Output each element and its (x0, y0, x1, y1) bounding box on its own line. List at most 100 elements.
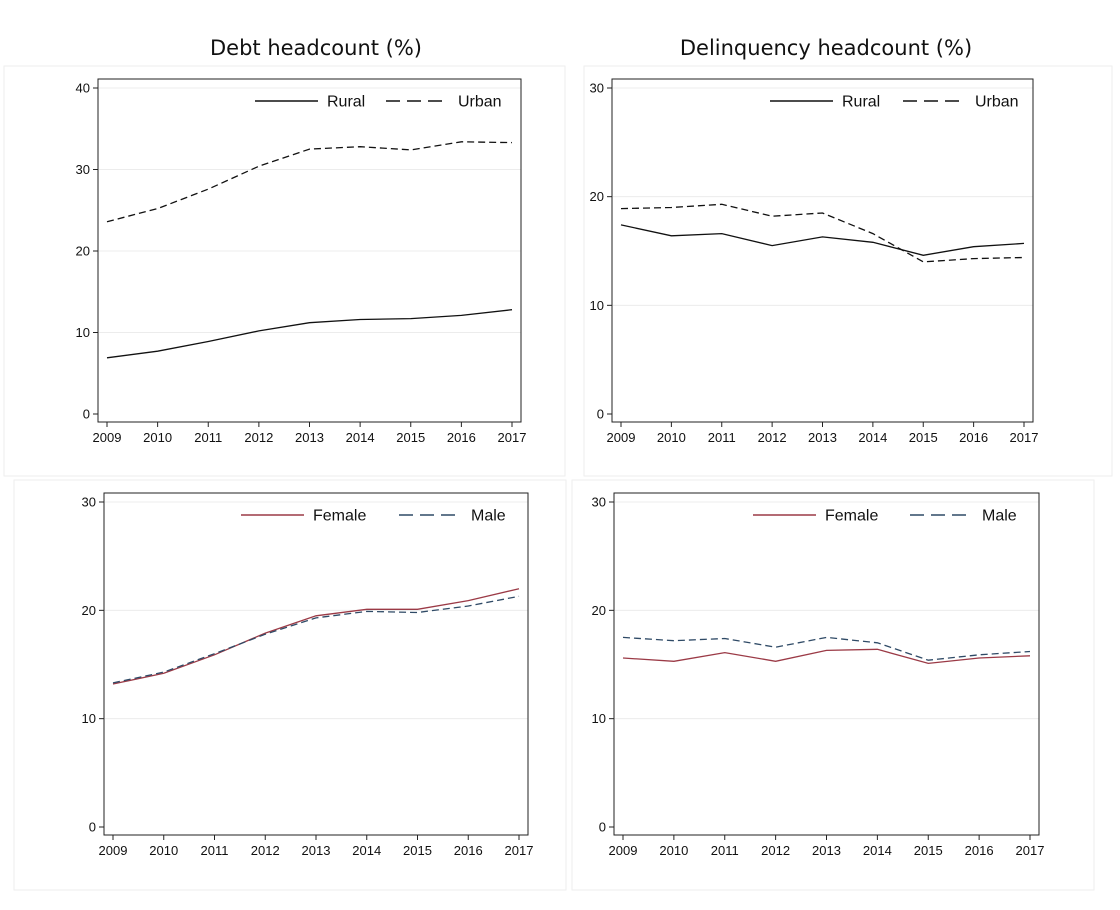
x-tick-label: 2017 (1010, 430, 1039, 445)
data-point-urban (410, 149, 412, 151)
legend-label-urban: Urban (975, 94, 1019, 111)
data-point-rural (922, 254, 924, 256)
chart-panel-4: 0 10 20 30 2009 2010 2011 2012 2013 2014 2015 2016 2… (571, 479, 1095, 891)
plot-area (103, 492, 529, 836)
x-tick-label: 2016 (447, 430, 476, 445)
y-tick-label: 0 (83, 407, 90, 422)
data-point-male (213, 652, 215, 654)
x-tick-label: 2014 (346, 430, 375, 445)
x-tick-label: 2014 (352, 843, 381, 858)
data-point-rural (620, 224, 622, 226)
data-point-rural (258, 330, 260, 332)
panel-frame (571, 479, 1095, 891)
data-point-female (673, 660, 675, 662)
data-point-male (315, 617, 317, 619)
series-line-female (622, 648, 1031, 665)
x-tick-label: 2011 (711, 843, 739, 858)
data-point-rural (106, 357, 108, 359)
data-point-male (366, 610, 368, 612)
data-point-urban (721, 203, 723, 205)
data-point-male (673, 639, 675, 641)
series-line-male (622, 636, 1031, 661)
x-tick-label: 2011 (708, 430, 736, 445)
y-tick-label: 30 (592, 495, 606, 510)
x-tick-label: 2015 (909, 430, 938, 445)
data-point-male (825, 636, 827, 638)
x-tick-label: 2016 (959, 430, 988, 445)
x-tick-label: 2013 (808, 430, 837, 445)
x-tick-label: 2010 (143, 430, 172, 445)
data-point-rural (410, 317, 412, 319)
data-point-rural (207, 340, 209, 342)
y-tick-label: 0 (597, 407, 604, 422)
data-point-rural (972, 245, 974, 247)
y-tick-label: 10 (592, 711, 606, 726)
data-point-urban (620, 207, 622, 209)
legend-label-female: Female (825, 508, 878, 525)
x-tick-label: 2009 (609, 843, 638, 858)
data-point-rural (359, 318, 361, 320)
x-tick-label: 2012 (251, 843, 280, 858)
data-point-urban (872, 232, 874, 234)
x-tick-label: 2013 (302, 843, 331, 858)
data-point-female (315, 615, 317, 617)
series-line-rural (106, 309, 513, 359)
x-tick-label: 2014 (863, 843, 892, 858)
x-tick-label: 2010 (657, 430, 686, 445)
y-tick-label: 0 (89, 820, 96, 835)
y-tick-label: 30 (76, 162, 90, 177)
series-line-urban (620, 203, 1025, 263)
data-point-urban (308, 148, 310, 150)
x-tick-label: 2016 (965, 843, 994, 858)
x-tick-label: 2012 (758, 430, 787, 445)
data-point-male (978, 654, 980, 656)
x-tick-label: 2011 (201, 843, 229, 858)
x-tick-label: 2013 (295, 430, 324, 445)
y-tick-label: 20 (592, 603, 606, 618)
data-point-male (112, 682, 114, 684)
series-line-urban (106, 141, 513, 223)
chart-panel-2: 0 10 20 30 2009 2010 2011 2012 2013 2014 2015 2016 2… (583, 65, 1113, 477)
data-point-urban (258, 165, 260, 167)
panel-frame (3, 65, 566, 477)
data-point-urban (156, 207, 158, 209)
data-point-urban (922, 261, 924, 263)
chart-panel-3: 0 10 20 30 2009 2010 2011 2012 2013 2014 2015 2016 2… (13, 479, 567, 891)
x-tick-label: 2011 (194, 430, 222, 445)
x-tick-label: 2012 (244, 430, 273, 445)
y-tick-label: 30 (82, 495, 96, 510)
data-point-rural (308, 322, 310, 324)
data-point-male (876, 642, 878, 644)
data-point-female (416, 608, 418, 610)
data-point-urban (207, 188, 209, 190)
x-tick-label: 2010 (149, 843, 178, 858)
data-point-rural (771, 244, 773, 246)
data-point-rural (1023, 242, 1025, 244)
data-point-urban (670, 206, 672, 208)
x-tick-label: 2017 (1016, 843, 1045, 858)
data-point-female (518, 587, 520, 589)
legend-label-rural: Rural (842, 94, 880, 111)
x-tick-label: 2013 (812, 843, 841, 858)
data-point-rural (156, 350, 158, 352)
data-point-urban (359, 145, 361, 147)
data-point-rural (670, 235, 672, 237)
data-point-male (467, 605, 469, 607)
data-point-male (622, 636, 624, 638)
x-tick-label: 2015 (914, 843, 943, 858)
data-point-male (416, 611, 418, 613)
x-tick-label: 2017 (498, 430, 527, 445)
x-tick-label: 2015 (403, 843, 432, 858)
panel-frame (13, 479, 567, 891)
plot-area (611, 78, 1034, 423)
y-tick-label: 30 (590, 81, 604, 96)
plot-area (613, 492, 1040, 836)
x-tick-label: 2017 (505, 843, 534, 858)
data-point-male (927, 659, 929, 661)
data-point-male (518, 595, 520, 597)
x-tick-label: 2010 (659, 843, 688, 858)
series-line-female (112, 588, 520, 685)
series-line-male (112, 595, 520, 684)
left-column-title: Debt headcount (%) (209, 36, 423, 60)
